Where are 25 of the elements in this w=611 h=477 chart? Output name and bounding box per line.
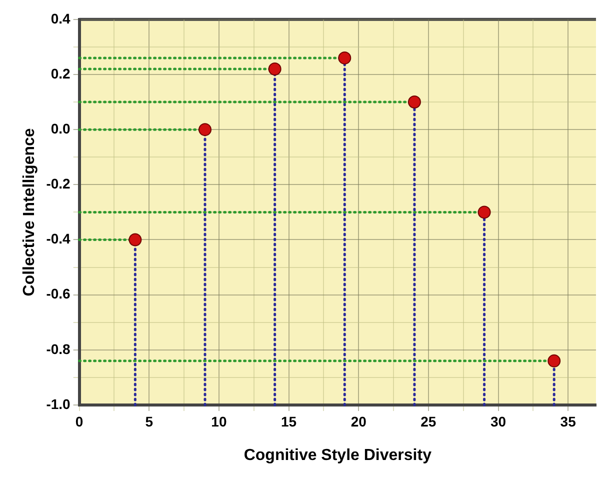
- x-tick-label: 20: [350, 413, 367, 430]
- x-tick-label: 25: [420, 413, 436, 430]
- y-tick-label: 0.4: [50, 10, 71, 26]
- x-tick-label: 35: [560, 413, 576, 430]
- x-tick-label: 0: [75, 413, 84, 430]
- y-tick-label: -1.0: [46, 396, 71, 412]
- x-tick-label: 5: [145, 413, 154, 430]
- point: [198, 123, 212, 136]
- y-tick-label: 0.2: [50, 65, 71, 82]
- point: [548, 354, 561, 368]
- point: [268, 62, 282, 76]
- x-axis-title: Cognitive Style Diversity: [244, 446, 432, 464]
- y-tick-label: -0.2: [46, 176, 71, 192]
- y-axis-title: Collective Intelligence: [21, 128, 38, 296]
- point: [128, 233, 142, 246]
- y-tick-label: -0.8: [46, 340, 71, 357]
- point: [338, 51, 352, 64]
- point: [478, 206, 491, 219]
- x-tick-label: 15: [281, 413, 297, 430]
- y-tick-label: -0.4: [46, 230, 71, 247]
- point: [408, 96, 421, 109]
- x-tick-label: 30: [490, 413, 506, 430]
- y-tick-label: 0.0: [50, 120, 71, 136]
- x-tick-label: 10: [211, 413, 227, 430]
- y-tick-label: -0.6: [46, 286, 71, 302]
